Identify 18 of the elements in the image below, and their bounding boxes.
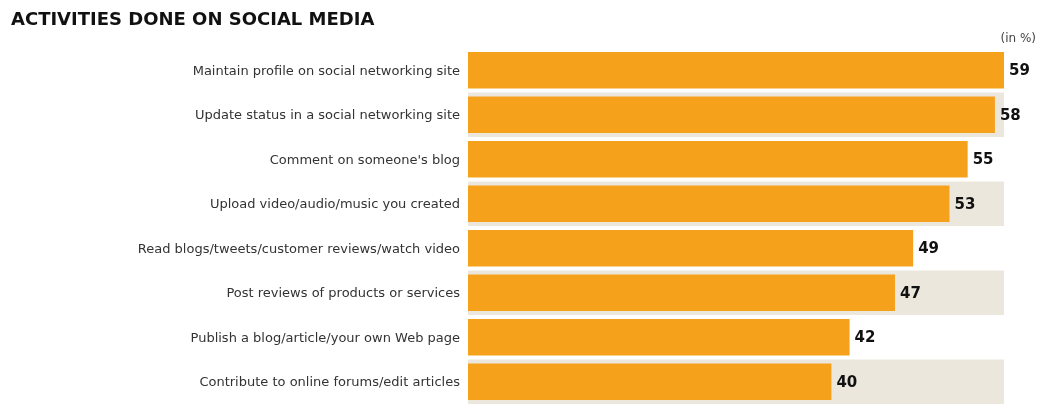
y-tick-label: Post reviews of products or services: [226, 285, 461, 301]
y-tick-label: Upload video/audio/music you created: [209, 196, 460, 212]
y-tick-label: Contribute to online forums/edit articles: [199, 374, 461, 390]
data-label: 40: [836, 372, 858, 391]
text: (in %): [1000, 31, 1037, 45]
data-label: 49: [918, 239, 940, 258]
data-label: 59: [1009, 61, 1030, 80]
data-label: 55: [972, 150, 994, 169]
y-tick-label: Publish a blog/article/your own Web page: [190, 329, 460, 345]
text: ACTIVITIES DONE ON SOCIAL MEDIA: [11, 7, 375, 29]
y-tick-label: Read blogs/tweets/customer reviews/watch video: [137, 240, 461, 256]
data-label: 47: [899, 283, 921, 302]
y-tick-label: Comment on someone's blog: [269, 151, 460, 167]
y-tick-label: Update status in a social networking site: [194, 107, 460, 123]
data-label: 53: [954, 194, 976, 213]
data-label: 42: [854, 328, 876, 347]
data-label: 58: [999, 105, 1021, 124]
y-tick-label: Maintain profile on social networking site: [192, 62, 460, 78]
